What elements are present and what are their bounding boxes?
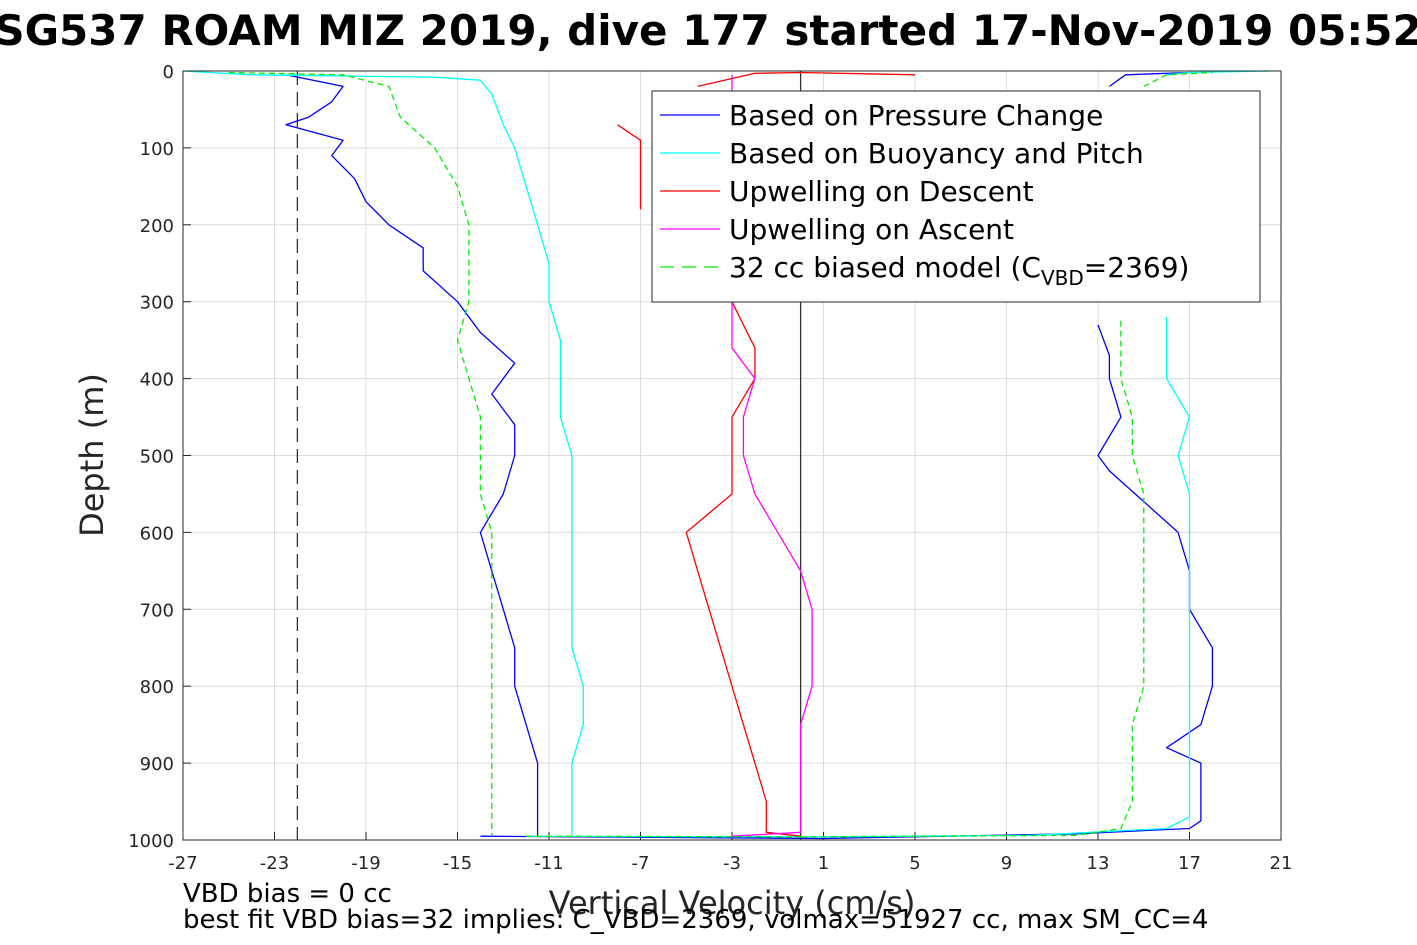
legend-label-pressure: Based on Pressure Change xyxy=(729,99,1103,132)
x-axis-label: Vertical Velocity (cm/s) xyxy=(549,884,916,922)
y-tick-label: 500 xyxy=(140,447,174,468)
y-tick-label: 200 xyxy=(140,216,174,237)
buoyancy-series-line xyxy=(800,317,1191,838)
x-tick-label: -19 xyxy=(351,853,380,874)
y-tick-label: 800 xyxy=(140,677,174,698)
x-tick-label: 9 xyxy=(1001,853,1012,874)
model-series-line xyxy=(228,71,493,837)
x-tick-label: -23 xyxy=(260,853,289,874)
up_ascent-series-line xyxy=(731,301,813,837)
legend: Based on Pressure Change Based on Buoyanc… xyxy=(651,90,1261,303)
y-axis-label: Depth (m) xyxy=(73,373,111,537)
x-tick-label: -3 xyxy=(723,853,741,874)
legend-label-up_ascent: Upwelling on Ascent xyxy=(729,213,1014,246)
y-tick-label: 700 xyxy=(140,600,174,621)
y-tick-label: 900 xyxy=(140,754,174,775)
pressure-series-line xyxy=(285,74,539,837)
x-tick-label: -11 xyxy=(534,853,563,874)
x-tick-label: -15 xyxy=(443,853,472,874)
up_descent-series-line xyxy=(697,71,916,88)
x-tick-label: 21 xyxy=(1270,853,1293,874)
legend-box xyxy=(651,90,1261,303)
x-tick-label: 13 xyxy=(1087,853,1110,874)
y-tick-label: 1000 xyxy=(128,831,174,852)
y-tick-label: 600 xyxy=(140,523,174,544)
pressure-series-line xyxy=(1109,71,1190,87)
x-tick-label: 17 xyxy=(1178,853,1201,874)
y-tick-label: 300 xyxy=(140,293,174,314)
x-tick-labels: -27 -23 -19 -15 -11 -7 -3 1 5 9 13 17 21 xyxy=(168,853,1292,874)
series-layer xyxy=(182,70,1270,840)
x-tick-label: -27 xyxy=(168,853,197,874)
footer-best-fit: best fit VBD bias=32 implies: C_VBD=2369… xyxy=(183,905,1208,935)
legend-label-up_descent: Upwelling on Descent xyxy=(729,175,1034,208)
up_descent-series-line xyxy=(685,301,801,837)
model-series-line xyxy=(1143,71,1213,87)
legend-label-buoyancy: Based on Buoyancy and Pitch xyxy=(729,137,1144,170)
x-tick-label: -7 xyxy=(632,853,650,874)
y-tick-label: 400 xyxy=(140,370,174,391)
footer-vbd-bias: VBD bias = 0 cc xyxy=(183,879,392,909)
pressure-series-line xyxy=(823,324,1214,840)
chart-title: SG537 ROAM MIZ 2019, dive 177 started 17… xyxy=(0,6,1417,55)
y-tick-labels: 0 100 200 300 400 500 600 700 800 900 1000 xyxy=(128,62,174,852)
model-series-line xyxy=(800,317,1145,838)
axes-box xyxy=(182,70,1282,841)
y-tick-label: 100 xyxy=(140,139,174,160)
legend-label-model: 32 cc biased model (CVBD=2369) xyxy=(729,251,1189,290)
x-tick-label: 5 xyxy=(909,853,920,874)
buoyancy-series-line xyxy=(182,70,584,837)
up_descent-series-line xyxy=(617,124,642,210)
model-series-line xyxy=(526,835,801,838)
x-tick-label: 1 xyxy=(818,853,829,874)
y-tick-label: 0 xyxy=(163,62,174,83)
